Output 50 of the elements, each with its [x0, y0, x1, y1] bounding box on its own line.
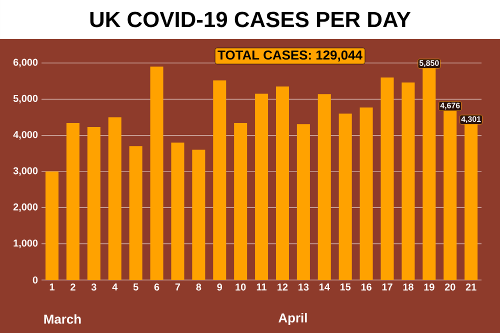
- bar: [171, 142, 184, 280]
- bar: [213, 80, 226, 280]
- x-tick-label: 15: [340, 284, 351, 290]
- x-tick-label: 4: [112, 284, 118, 290]
- x-tick-label: 5: [133, 284, 138, 290]
- x-tick-label: 20: [444, 284, 456, 291]
- x-tick-label: 10: [236, 284, 246, 291]
- bar: [318, 94, 331, 280]
- bar: [402, 82, 415, 280]
- bar: [46, 172, 59, 280]
- text: March: [44, 314, 81, 324]
- bar: [338, 114, 352, 280]
- y-tick-label: 0: [32, 276, 38, 284]
- chart-title: UK COVID-19 CASES PER DAY: [90, 12, 411, 28]
- bar: [129, 146, 142, 280]
- text: TOTAL CASES: 129,044: [218, 50, 362, 62]
- bar: [380, 77, 394, 280]
- x-tick-label: 1: [50, 284, 54, 290]
- x-tick-label: 8: [196, 284, 202, 291]
- bar: [255, 94, 268, 280]
- bar: [192, 150, 206, 280]
- x-tick-label: 3: [91, 284, 96, 291]
- bar: [66, 123, 80, 280]
- y-tick-label: 4,000: [13, 131, 38, 140]
- x-tick-label: 12: [278, 284, 288, 290]
- x-tick-label: 6: [154, 284, 160, 291]
- bar: [296, 124, 310, 280]
- x-tick-label: 13: [298, 284, 309, 291]
- x-tick-label: 18: [403, 284, 414, 291]
- bar: [234, 123, 248, 280]
- x-tick-label: 19: [424, 284, 434, 291]
- x-tick-label: 7: [175, 284, 180, 290]
- bar: [87, 127, 100, 280]
- bar: [150, 66, 164, 280]
- x-tick-label: 14: [319, 284, 330, 290]
- text: April: [278, 312, 307, 326]
- y-tick-label: 6,000: [13, 58, 38, 68]
- x-tick-label: 17: [382, 284, 392, 290]
- bar: [108, 117, 122, 280]
- y-tick-label: 2,000: [13, 203, 38, 212]
- y-tick-label: 3,000: [13, 167, 38, 176]
- x-tick-label: 11: [256, 284, 267, 290]
- bar: [276, 86, 289, 280]
- x-tick-label: 16: [361, 284, 372, 291]
- y-tick-label: 1,000: [14, 240, 38, 248]
- x-tick-label: 21: [466, 284, 476, 290]
- bar: [360, 107, 373, 280]
- x-tick-label: 2: [70, 284, 76, 290]
- y-tick-label: 5,000: [13, 94, 38, 104]
- x-tick-label: 9: [217, 284, 222, 291]
